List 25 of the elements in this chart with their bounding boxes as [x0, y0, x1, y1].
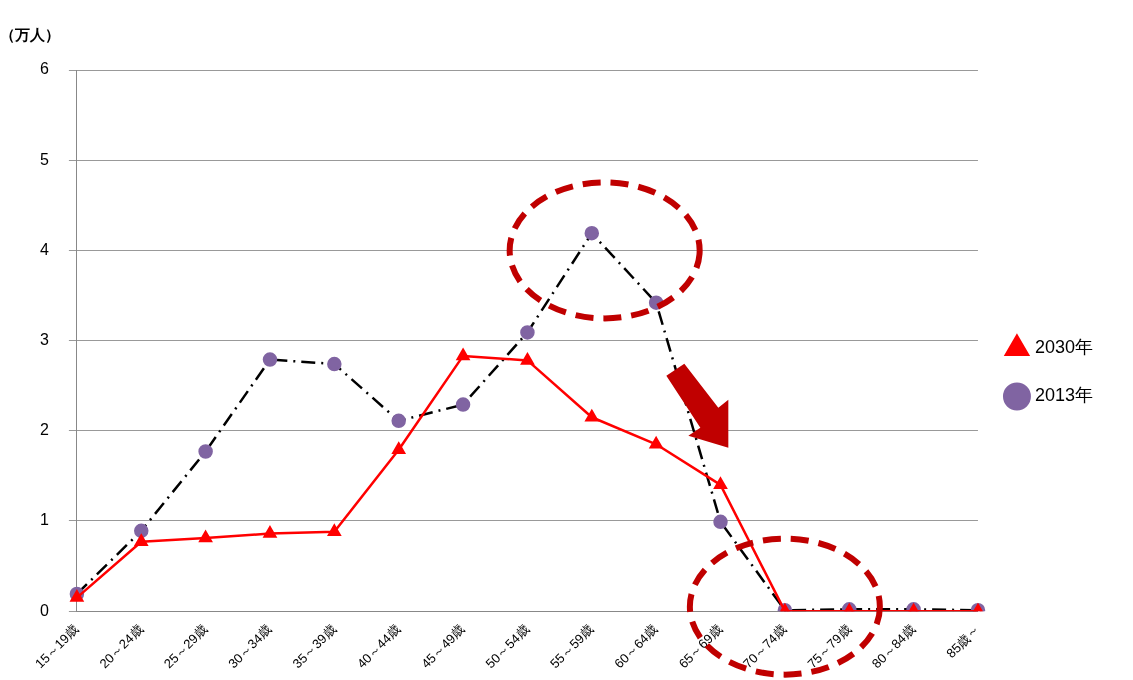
x-tick-label: 15～19歳 — [32, 621, 82, 672]
y-tick-label: 0 — [39, 601, 49, 619]
legend-label: 2030年 — [1034, 337, 1093, 358]
x-tick-label: 20～24歳 — [96, 621, 146, 672]
y-tick-label: 1 — [39, 511, 49, 529]
y-tick-label: 5 — [39, 150, 49, 168]
y-axis-title: （万人） — [0, 26, 60, 44]
x-tick-label: 55～59歳 — [547, 621, 597, 672]
x-tick-label: 25～29歳 — [160, 621, 211, 672]
x-tick-label: 80～84歳 — [868, 621, 919, 672]
x-tick-label: 65～69歳 — [675, 621, 726, 672]
y-tick-label: 3 — [39, 330, 49, 348]
x-tick-label: 50～54歳 — [482, 621, 533, 672]
x-tick-label: 60～64歳 — [611, 621, 661, 672]
x-tick-label: 85歳～ — [943, 621, 983, 661]
x-tick-label: 40～44歳 — [353, 621, 404, 672]
legend-label: 2013年 — [1034, 385, 1093, 406]
y-tick-label: 6 — [39, 60, 49, 78]
y-tick-label: 4 — [39, 240, 49, 258]
x-tick-label: 45～49歳 — [418, 621, 468, 672]
x-tick-label: 35～39歳 — [289, 621, 339, 672]
x-tick-label: 75～79歳 — [804, 621, 854, 672]
x-tick-label: 30～34歳 — [225, 621, 275, 672]
y-tick-label: 2 — [39, 421, 49, 439]
x-tick-label: 70～74歳 — [740, 621, 790, 672]
